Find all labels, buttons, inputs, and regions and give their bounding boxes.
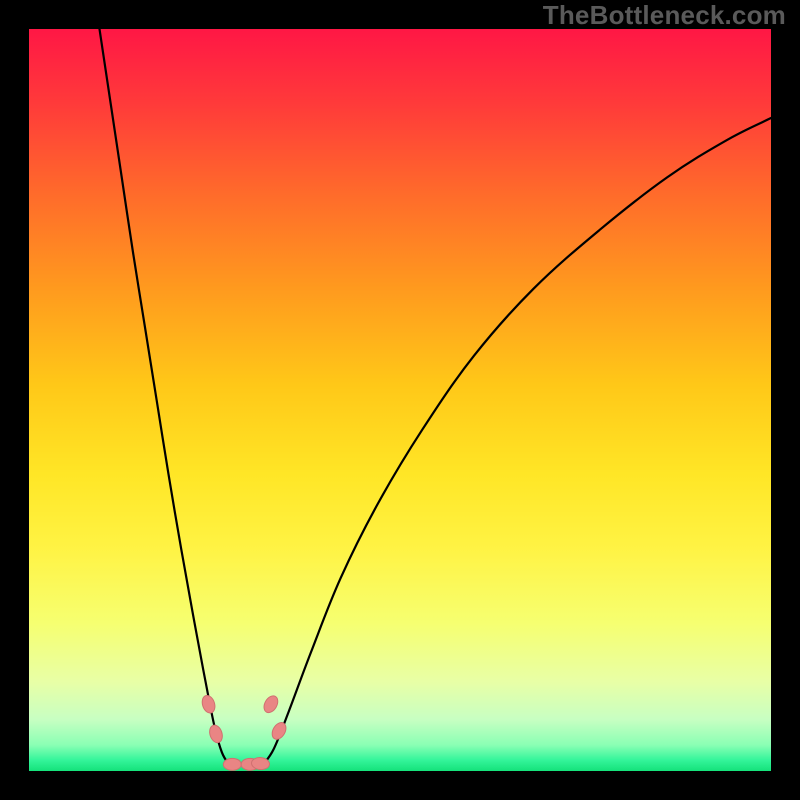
marker-0 [200,694,217,715]
watermark-text: TheBottleneck.com [543,0,786,31]
chart-svg [29,29,771,771]
marker-group [200,693,289,770]
curve-right [263,118,771,765]
marker-1 [207,723,224,744]
marker-4 [223,758,241,770]
marker-2 [261,693,280,715]
chart-root: TheBottleneck.com [0,0,800,800]
plot-area [29,29,771,771]
curve-left [99,29,229,765]
marker-3 [269,720,288,742]
